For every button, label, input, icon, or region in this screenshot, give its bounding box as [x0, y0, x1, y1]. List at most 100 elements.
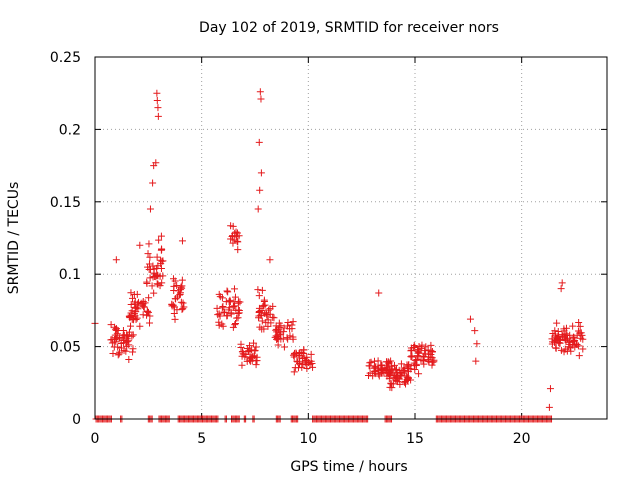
data-point [309, 363, 317, 371]
data-point [260, 297, 268, 305]
data-point [403, 361, 411, 369]
data-point [280, 328, 288, 336]
data-point [264, 316, 272, 324]
data-point [415, 342, 423, 350]
data-point [154, 104, 162, 112]
data-point [229, 239, 237, 247]
data-point [371, 368, 379, 376]
data-point [254, 286, 262, 294]
data-point [256, 186, 264, 194]
data-point [128, 332, 136, 340]
data-point [254, 205, 262, 213]
data-point [260, 302, 268, 310]
data-point [546, 385, 554, 393]
data-point [139, 300, 147, 308]
data-point [300, 346, 308, 354]
data-point [231, 229, 239, 237]
data-point [241, 353, 249, 361]
x-tick-label: 5 [197, 431, 206, 447]
data-point [276, 329, 284, 337]
data-point [288, 325, 296, 333]
y-tick-label: 0 [72, 412, 81, 428]
data-point [172, 295, 180, 303]
data-point [562, 324, 570, 332]
data-point [169, 301, 177, 309]
y-tick-label: 0.2 [59, 122, 81, 138]
data-point [274, 341, 282, 349]
data-point [257, 169, 265, 177]
data-point [230, 285, 238, 293]
data-point [144, 263, 152, 271]
data-point [132, 316, 140, 324]
data-point [566, 344, 574, 352]
data-point [223, 287, 231, 295]
data-point [148, 282, 156, 290]
data-point [272, 332, 280, 340]
data-point [579, 345, 587, 353]
data-point [220, 308, 228, 316]
y-tick-label: 0.15 [50, 195, 81, 211]
data-point [401, 366, 409, 374]
data-point [249, 353, 257, 361]
data-point [266, 256, 274, 264]
data-point [471, 327, 479, 335]
data-point [569, 322, 577, 330]
data-point [146, 205, 154, 213]
x-tick-label: 20 [513, 431, 531, 447]
data-point [136, 322, 144, 330]
data-point [545, 403, 553, 411]
data-point [578, 331, 586, 339]
y-axis-label: SRMTID / TECUs [6, 182, 22, 295]
data-point [231, 302, 239, 310]
data-point [295, 360, 303, 367]
chart-title: Day 102 of 2019, SRMTID for receiver nor… [199, 20, 499, 36]
y-tick-label: 0.1 [59, 267, 81, 283]
data-point [153, 272, 161, 280]
data-point [177, 298, 185, 306]
data-point [232, 320, 240, 328]
data-point [120, 337, 128, 345]
data-point [419, 352, 427, 360]
data-point [257, 311, 265, 319]
data-point [171, 315, 179, 323]
data-point [113, 330, 121, 338]
data-point [239, 347, 247, 355]
data-point [263, 312, 271, 320]
data-point [415, 349, 423, 357]
data-point [573, 341, 581, 348]
data-point [227, 235, 235, 243]
data-point [472, 357, 480, 365]
data-point [302, 356, 310, 364]
data-point [292, 350, 300, 358]
data-point [396, 372, 404, 380]
data-point [387, 357, 395, 365]
data-point [366, 362, 374, 370]
data-point [266, 310, 274, 318]
data-point [574, 342, 582, 350]
data-point [177, 283, 185, 291]
data-point [256, 88, 264, 96]
data-point [245, 342, 253, 350]
data-point [557, 346, 565, 354]
data-point [176, 291, 184, 299]
data-point [473, 340, 481, 348]
data-point [150, 289, 158, 297]
data-point [154, 112, 162, 120]
data-point [155, 236, 163, 244]
data-point [122, 347, 130, 355]
data-point [153, 253, 161, 261]
data-point [247, 353, 255, 361]
data-point [219, 322, 227, 330]
data-point [112, 256, 120, 264]
data-point [178, 276, 186, 284]
data-point [576, 322, 584, 330]
x-tick-label: 15 [406, 431, 424, 447]
data-point [429, 358, 437, 366]
data-point [226, 304, 234, 312]
data-point [125, 356, 133, 364]
data-point [374, 357, 382, 365]
data-point [290, 368, 298, 376]
grid-lines [95, 57, 607, 419]
data-point [377, 361, 385, 369]
